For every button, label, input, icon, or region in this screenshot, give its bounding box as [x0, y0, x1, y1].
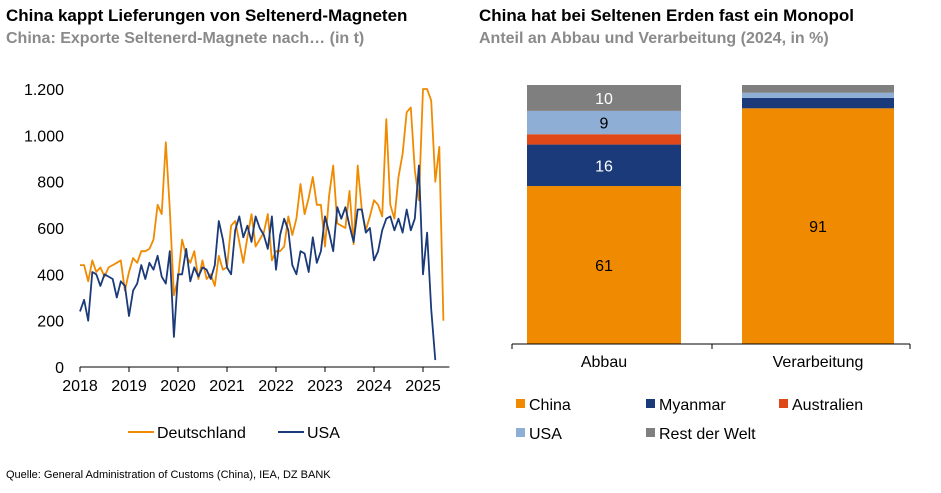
y-tick-label: 200: [37, 314, 64, 331]
bar-chart-subtitle: Anteil an Abbau und Verarbeitung (2024, …: [479, 30, 829, 47]
y-tick-label: 0: [55, 360, 64, 377]
y-tick-label: 400: [37, 267, 64, 284]
legend-label: China: [529, 397, 571, 414]
x-tick-label: 2021: [209, 378, 245, 395]
x-tick-label: 2023: [307, 378, 343, 395]
bar-segment-rest-der-welt: [742, 85, 894, 93]
x-tick-label: 2020: [160, 378, 196, 395]
legend-label: USA: [529, 426, 562, 443]
bar-data-label: 9: [600, 116, 609, 133]
x-tick-label: 2024: [356, 378, 392, 395]
line-chart-title: China kappt Lieferungen von Seltenerd-Ma…: [6, 6, 408, 25]
legend-swatch: [646, 428, 655, 437]
legend-swatch: [646, 399, 655, 408]
x-tick-label: 2018: [62, 378, 98, 395]
x-category-label: Abbau: [581, 354, 627, 371]
series-line-usa: [79, 164, 437, 361]
y-tick-label: 1.200: [24, 82, 64, 99]
line-chart-subtitle: China: Exporte Seltenerd-Magnete nach… (…: [6, 30, 365, 47]
x-tick-label: 2022: [258, 378, 294, 395]
legend-label: Myanmar: [659, 397, 726, 414]
x-tick-label: 2025: [405, 378, 441, 395]
bar-segment-rest-der-welt: [527, 85, 681, 111]
legend-label: Deutschland: [157, 425, 246, 442]
series-line-deutschland: [80, 88, 445, 321]
bar-data-label: 16: [595, 158, 613, 175]
bar-segment-usa: [742, 92, 894, 98]
y-tick-label: 800: [37, 175, 64, 192]
bar-segment-china: [527, 186, 681, 344]
x-category-label: Verarbeitung: [773, 354, 864, 371]
y-tick-label: 600: [37, 221, 64, 238]
bar-segment-australien: [527, 134, 681, 145]
legend-label: Australien: [792, 397, 863, 414]
y-tick-label: 1.000: [24, 128, 64, 145]
legend-swatch: [516, 399, 525, 408]
bar-segment-usa: [527, 110, 681, 135]
bar-data-label: 91: [809, 219, 827, 236]
legend-swatch: [779, 399, 788, 408]
source-note: Quelle: General Administration of Custom…: [6, 469, 331, 481]
bar-data-label: 10: [595, 91, 613, 108]
legend-label: USA: [307, 425, 340, 442]
bar-data-label: 61: [595, 258, 613, 275]
bar-segment-myanmar: [527, 144, 681, 187]
legend-swatch: [516, 428, 525, 437]
stacked-bar-chart: 61 16 9 10 Abbau 91 Verarbeitung China Myanmar Au…: [511, 85, 911, 443]
bar-segment-china: [742, 108, 894, 344]
line-chart: 0 200 400 600 800 1.000 1.200 2018 2019 2020 2021 2…: [24, 82, 450, 442]
x-tick-label: 2019: [111, 378, 147, 395]
bar-chart-title: China hat bei Seltenen Erden fast ein Mo…: [479, 6, 854, 25]
bar-segment-myanmar: [742, 97, 894, 109]
legend-label: Rest der Welt: [659, 426, 756, 443]
